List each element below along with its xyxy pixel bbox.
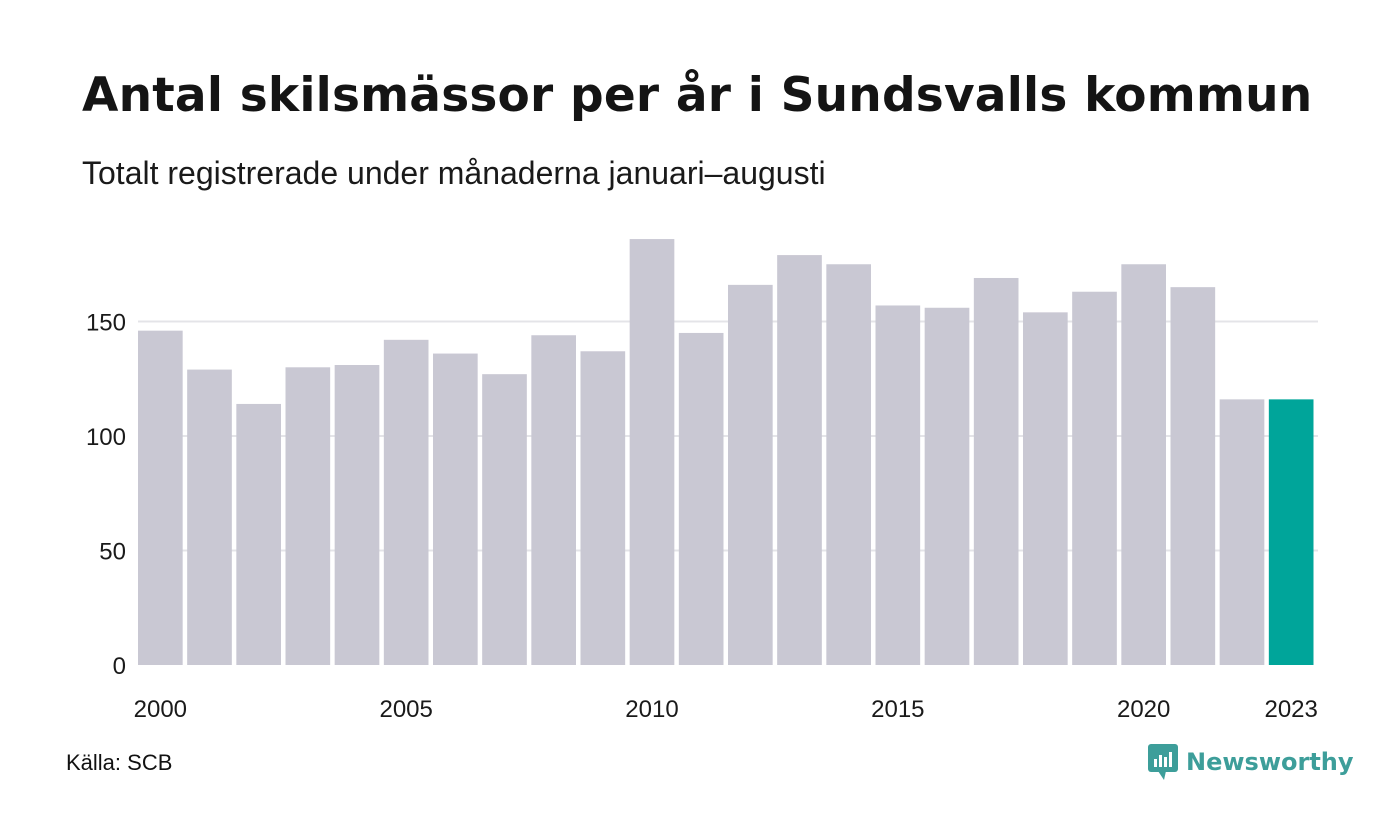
source-note: Källa: SCB xyxy=(66,750,173,775)
bar-2013 xyxy=(777,255,822,665)
bar-2012 xyxy=(728,284,773,665)
bar-2019 xyxy=(1072,291,1117,665)
chart-title: Antal skilsmässor per år i Sundsvalls ko… xyxy=(82,68,1313,123)
bar-2020 xyxy=(1121,264,1166,665)
bar-2016 xyxy=(924,307,970,665)
bar-2000 xyxy=(138,330,183,665)
y-tick-label: 50 xyxy=(99,539,126,566)
bar-2018 xyxy=(1023,312,1068,665)
bar-2015 xyxy=(875,305,921,665)
bar-2022 xyxy=(1219,399,1265,665)
y-tick-label: 150 xyxy=(86,310,126,337)
bar-2007 xyxy=(482,374,527,665)
bar-2009 xyxy=(580,351,626,665)
bar-2017 xyxy=(973,277,1019,665)
bar-2008 xyxy=(531,335,576,665)
newsworthy-logo-icon xyxy=(1148,744,1178,780)
bar-2006 xyxy=(433,353,478,665)
bar-2005 xyxy=(383,339,429,665)
bar-2002 xyxy=(236,403,281,665)
bar-2021 xyxy=(1170,287,1216,665)
bar-2004 xyxy=(334,365,380,665)
x-tick-label: 2023 xyxy=(1264,696,1317,723)
x-tick-label: 2015 xyxy=(871,696,924,723)
chart-subtitle: Totalt registrerade under månaderna janu… xyxy=(82,155,826,191)
brand-logo: Newsworthy xyxy=(1148,744,1354,780)
x-tick-label: 2010 xyxy=(625,696,678,723)
bar-2010 xyxy=(629,239,675,665)
x-tick-label: 2020 xyxy=(1117,696,1170,723)
bar-2003 xyxy=(285,367,331,665)
bar-2001 xyxy=(187,369,232,665)
brand-name: Newsworthy xyxy=(1186,748,1354,776)
y-tick-label: 100 xyxy=(86,424,126,451)
x-tick-label: 2000 xyxy=(134,696,187,723)
bar-2023 xyxy=(1268,399,1314,665)
x-tick-label: 2005 xyxy=(379,696,432,723)
bar-2014 xyxy=(826,264,871,665)
bar-2011 xyxy=(678,332,724,665)
y-tick-label: 0 xyxy=(113,653,126,680)
